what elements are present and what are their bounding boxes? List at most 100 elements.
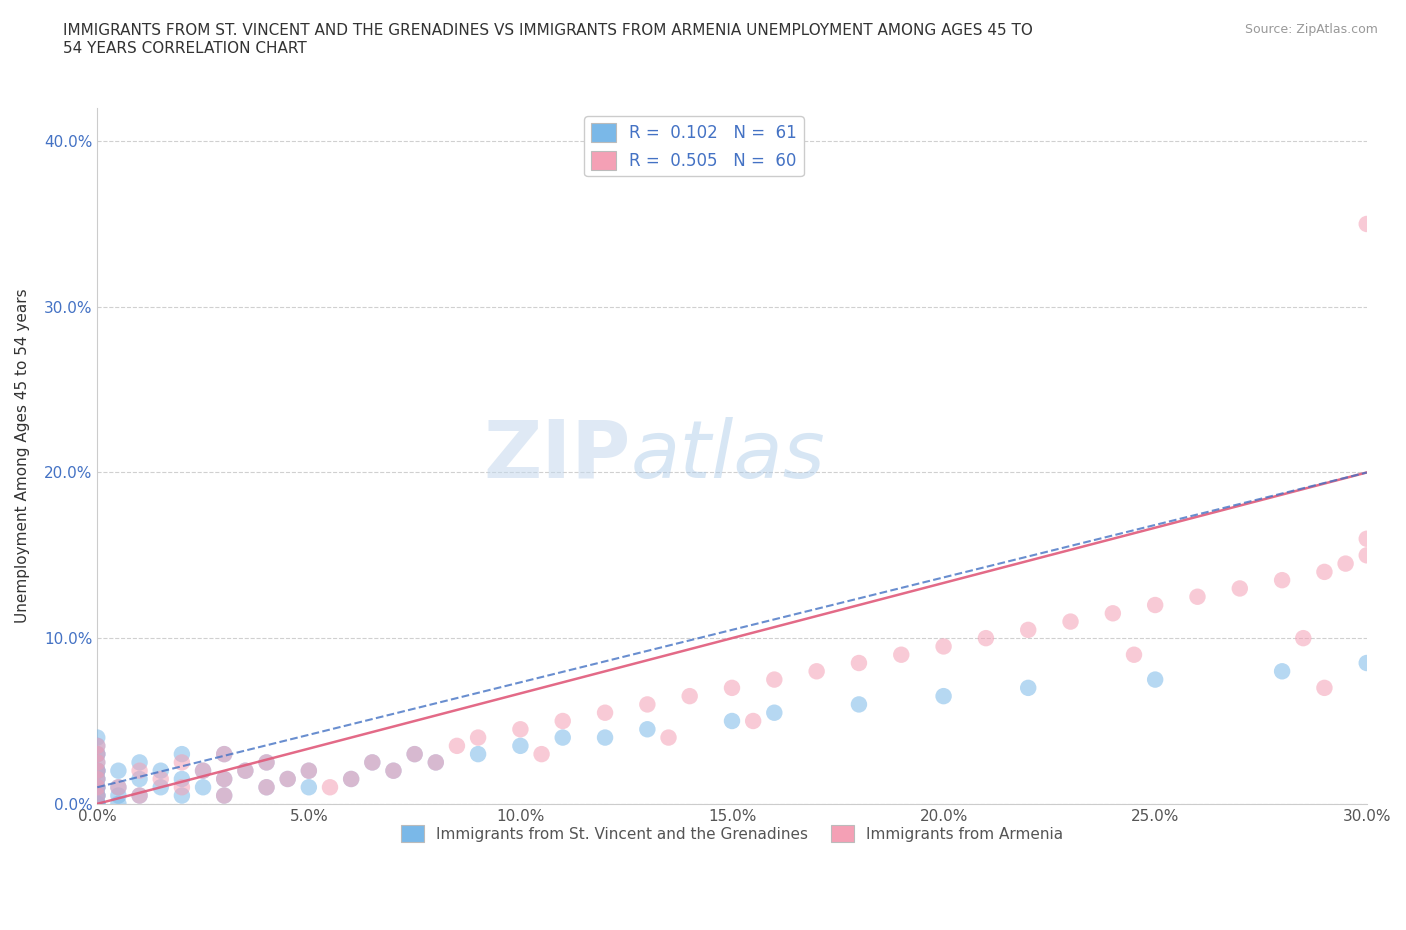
Point — [848, 656, 870, 671]
Point — [509, 722, 531, 737]
Point — [298, 764, 321, 778]
Point — [382, 764, 405, 778]
Point — [679, 689, 702, 704]
Point — [1229, 581, 1251, 596]
Point — [107, 780, 129, 795]
Point — [742, 713, 765, 728]
Point — [298, 764, 321, 778]
Point — [212, 747, 235, 762]
Point — [107, 788, 129, 803]
Point — [86, 764, 108, 778]
Point — [170, 780, 193, 795]
Point — [256, 755, 278, 770]
Point — [721, 713, 744, 728]
Point — [340, 772, 363, 787]
Point — [593, 730, 616, 745]
Point — [1355, 548, 1378, 563]
Point — [467, 730, 489, 745]
Point — [86, 788, 108, 803]
Point — [256, 780, 278, 795]
Point — [86, 747, 108, 762]
Point — [191, 764, 214, 778]
Point — [636, 697, 658, 711]
Point — [86, 788, 108, 803]
Y-axis label: Unemployment Among Ages 45 to 54 years: Unemployment Among Ages 45 to 54 years — [15, 288, 30, 623]
Point — [86, 796, 108, 811]
Point — [1313, 565, 1336, 579]
Point — [425, 755, 447, 770]
Point — [86, 780, 108, 795]
Point — [530, 747, 553, 762]
Point — [382, 764, 405, 778]
Point — [86, 738, 108, 753]
Point — [1334, 556, 1357, 571]
Point — [86, 780, 108, 795]
Point — [128, 788, 150, 803]
Point — [86, 788, 108, 803]
Point — [974, 631, 997, 645]
Point — [149, 772, 172, 787]
Point — [86, 747, 108, 762]
Point — [1292, 631, 1315, 645]
Point — [86, 764, 108, 778]
Point — [1144, 672, 1167, 687]
Point — [107, 780, 129, 795]
Point — [932, 689, 955, 704]
Point — [1123, 647, 1146, 662]
Point — [509, 738, 531, 753]
Point — [277, 772, 299, 787]
Point — [593, 705, 616, 720]
Point — [277, 772, 299, 787]
Point — [86, 738, 108, 753]
Point — [1144, 598, 1167, 613]
Point — [149, 780, 172, 795]
Point — [721, 681, 744, 696]
Point — [212, 772, 235, 787]
Point — [170, 755, 193, 770]
Point — [86, 772, 108, 787]
Point — [212, 772, 235, 787]
Point — [235, 764, 257, 778]
Point — [170, 747, 193, 762]
Point — [86, 796, 108, 811]
Point — [149, 764, 172, 778]
Point — [212, 788, 235, 803]
Point — [86, 796, 108, 811]
Point — [86, 788, 108, 803]
Point — [128, 788, 150, 803]
Point — [763, 672, 786, 687]
Point — [1017, 681, 1039, 696]
Point — [340, 772, 363, 787]
Point — [361, 755, 384, 770]
Point — [1271, 573, 1294, 588]
Point — [1187, 590, 1209, 604]
Point — [107, 796, 129, 811]
Point — [107, 764, 129, 778]
Point — [191, 780, 214, 795]
Point — [1313, 681, 1336, 696]
Point — [425, 755, 447, 770]
Point — [1355, 531, 1378, 546]
Point — [763, 705, 786, 720]
Point — [86, 772, 108, 787]
Point — [890, 647, 912, 662]
Point — [128, 764, 150, 778]
Point — [636, 722, 658, 737]
Point — [86, 755, 108, 770]
Point — [551, 713, 574, 728]
Point — [446, 738, 468, 753]
Point — [212, 747, 235, 762]
Point — [404, 747, 426, 762]
Point — [467, 747, 489, 762]
Point — [86, 747, 108, 762]
Point — [298, 780, 321, 795]
Point — [128, 772, 150, 787]
Point — [1102, 605, 1125, 620]
Text: Source: ZipAtlas.com: Source: ZipAtlas.com — [1244, 23, 1378, 36]
Text: atlas: atlas — [630, 417, 825, 495]
Point — [404, 747, 426, 762]
Point — [1017, 622, 1039, 637]
Point — [256, 780, 278, 795]
Point — [1271, 664, 1294, 679]
Point — [128, 755, 150, 770]
